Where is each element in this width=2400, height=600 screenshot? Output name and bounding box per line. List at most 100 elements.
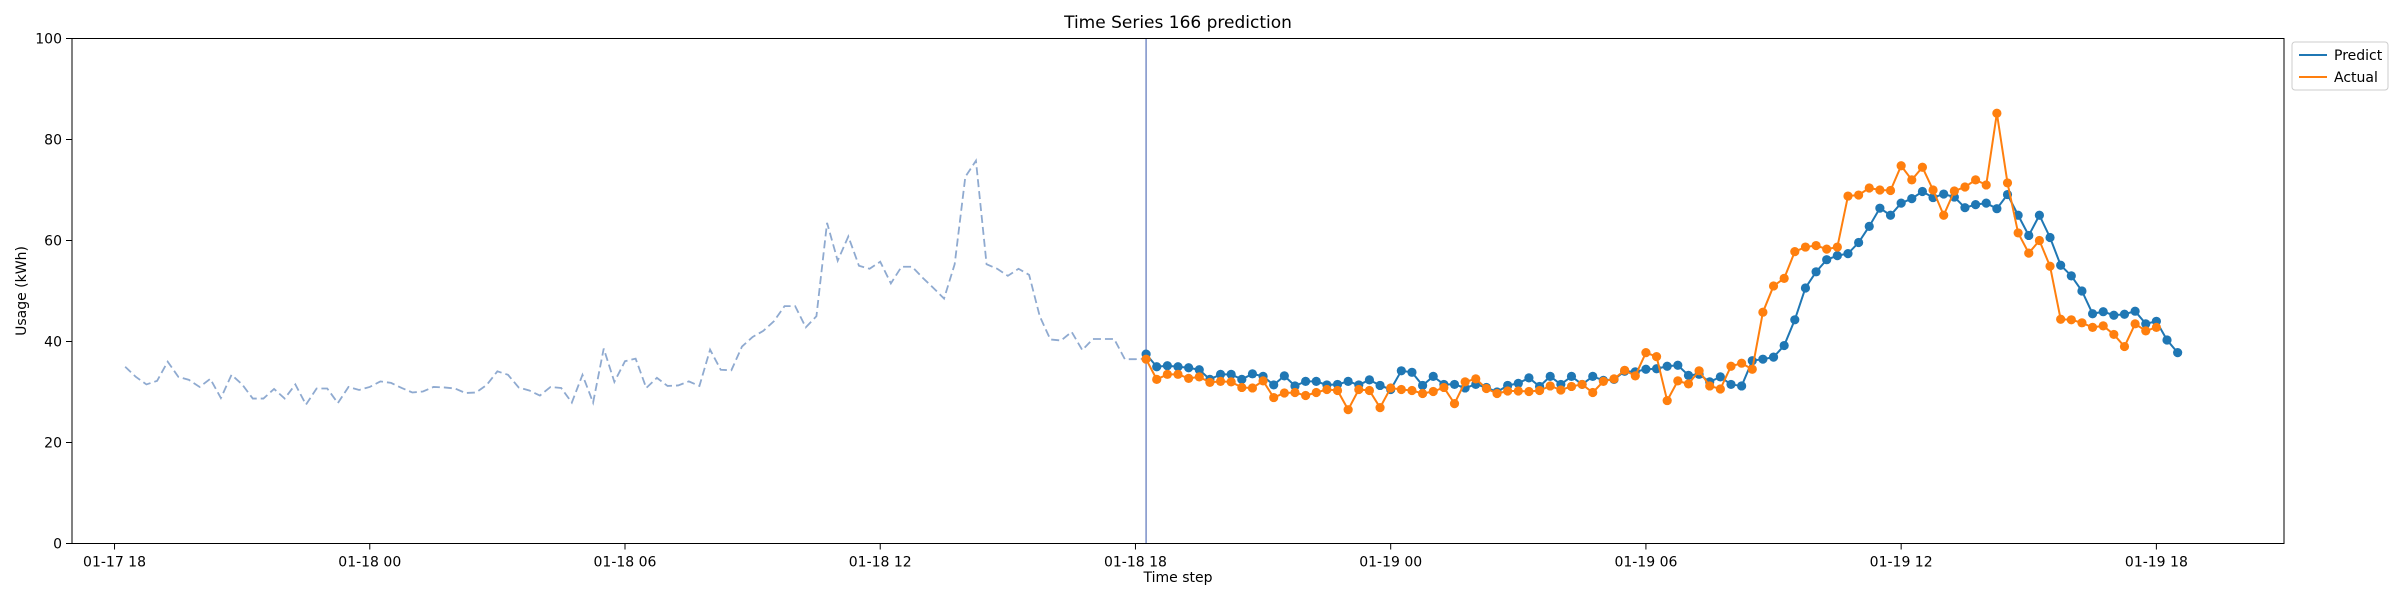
data-point-actual (1598, 376, 1608, 386)
data-point-actual (1524, 386, 1534, 397)
data-point-predict (1279, 371, 1289, 381)
data-point-actual (1481, 383, 1491, 394)
data-point-actual (1747, 364, 1757, 374)
data-point-predict (1917, 186, 1928, 197)
data-point-predict (1811, 267, 1821, 277)
data-point-actual (1705, 381, 1715, 391)
data-point-actual (1662, 395, 1672, 406)
data-point-predict (1939, 189, 1949, 199)
data-point-predict (1375, 380, 1385, 391)
data-point-predict (1832, 251, 1842, 261)
data-point-predict (1418, 380, 1428, 391)
data-point-actual (1449, 399, 1460, 409)
data-point-predict (1545, 371, 1555, 381)
data-point-actual (1311, 387, 1321, 398)
data-point-actual (2109, 329, 2119, 340)
data-point-actual (1917, 162, 1928, 172)
data-point-actual (1279, 388, 1289, 398)
data-point-actual (1885, 185, 1896, 196)
chart-title: Time Series 166 prediction (1063, 13, 1292, 33)
data-point-predict (1737, 381, 1747, 391)
data-point-actual (1715, 384, 1725, 394)
data-point-actual (1545, 381, 1555, 391)
data-point-actual (1641, 348, 1651, 358)
y-tick-label: 40 (44, 335, 62, 351)
data-point-predict (1524, 373, 1534, 383)
data-point-predict (1843, 249, 1853, 259)
data-point-predict (1854, 237, 1864, 248)
data-point-actual (2098, 321, 2108, 331)
data-point-actual (1588, 387, 1598, 398)
data-point-predict (1790, 315, 1800, 325)
data-point-predict (1960, 203, 1970, 213)
data-point-actual (1184, 373, 1194, 383)
data-point-actual (1949, 186, 1959, 196)
series-actual (1141, 108, 2161, 415)
data-point-predict (2130, 306, 2140, 316)
x-tick-label: 01-18 00 (338, 555, 401, 571)
data-point-predict (1162, 361, 1172, 371)
data-point-predict (1247, 369, 1258, 379)
data-point-actual (1290, 387, 1300, 398)
data-point-predict (2066, 271, 2076, 281)
legend-label-actual: Actual (2334, 70, 2378, 86)
y-tick-label: 0 (53, 537, 62, 553)
data-point-predict (1343, 376, 1353, 386)
data-point-actual (1971, 175, 1981, 185)
data-point-predict (1875, 203, 1885, 213)
data-point-predict (1971, 200, 1981, 210)
data-point-predict (2109, 310, 2119, 320)
data-point-actual (2130, 319, 2140, 329)
data-point-actual (1162, 369, 1172, 379)
data-point-predict (1907, 193, 1917, 204)
data-point-actual (1492, 388, 1502, 399)
data-point-predict (1449, 379, 1460, 390)
y-axis-label: Usage (kWh) (14, 246, 30, 336)
data-point-actual (1577, 379, 1587, 390)
history-line (124, 158, 1147, 407)
data-point-predict (1152, 362, 1162, 372)
x-tick-label: 01-18 06 (594, 555, 657, 571)
legend-label-predict: Predict (2334, 48, 2383, 64)
data-point-actual (1152, 374, 1162, 384)
data-point-actual (1343, 405, 1353, 415)
data-point-actual (1630, 371, 1640, 381)
data-point-predict (1822, 255, 1832, 265)
data-point-actual (1907, 175, 1917, 185)
x-axis-label: Time step (1143, 570, 1213, 586)
data-point-actual (2119, 341, 2130, 352)
data-point-actual (1556, 385, 1566, 395)
data-point-predict (1226, 369, 1236, 379)
data-point-actual (1141, 354, 1151, 364)
data-point-actual (1173, 369, 1183, 379)
data-point-actual (2002, 178, 2013, 188)
data-point-predict (1779, 340, 1789, 351)
data-point-actual (1386, 383, 1396, 393)
data-point-actual (1396, 384, 1406, 395)
data-point-actual (1864, 183, 1874, 193)
data-point-actual (1694, 366, 1704, 376)
data-point-actual (1939, 210, 1949, 220)
data-point-predict (1885, 210, 1896, 220)
x-tick-label: 01-19 00 (1359, 555, 1422, 571)
data-point-actual (1896, 161, 1906, 171)
x-axis: 01-17 18 01-18 00 01-18 06 01-18 12 01-18 18… (83, 543, 2188, 571)
y-tick-label: 100 (35, 32, 62, 48)
data-point-actual (1460, 377, 1470, 387)
data-point-actual (1566, 381, 1577, 392)
data-point-actual (1332, 385, 1343, 396)
data-point-predict (1715, 372, 1725, 382)
legend: Predict Actual (2291, 41, 2389, 91)
data-point-actual (1471, 374, 1481, 384)
data-point-actual (1226, 377, 1236, 387)
data-point-predict (2173, 348, 2183, 358)
data-point-predict (2077, 286, 2087, 296)
data-point-actual (1215, 376, 1226, 386)
data-point-actual (2024, 248, 2034, 258)
data-point-predict (1290, 381, 1300, 391)
data-point-actual (1247, 383, 1258, 393)
data-point-actual (1237, 382, 1247, 393)
data-point-actual (1726, 361, 1736, 371)
x-tick-label: 01-19 06 (1614, 555, 1677, 571)
x-tick-label: 01-19 18 (2125, 555, 2188, 571)
